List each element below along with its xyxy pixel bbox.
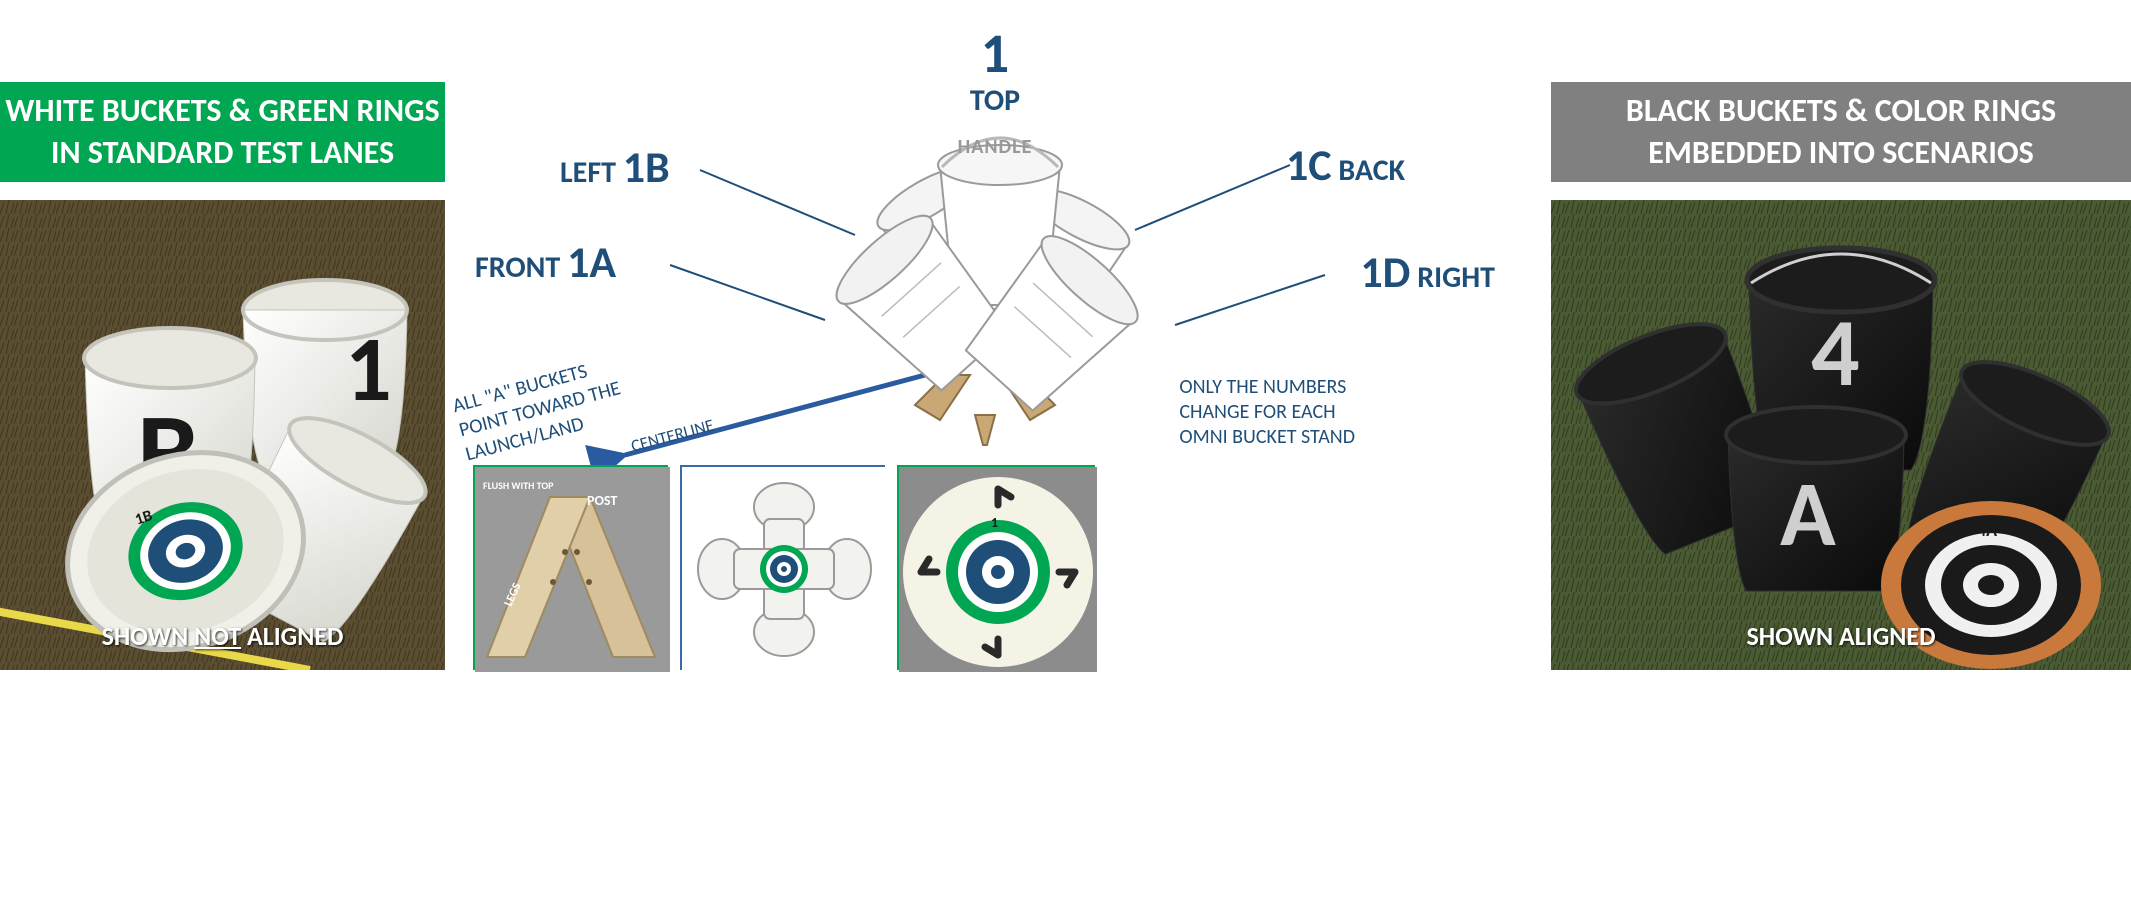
label-flush: FLUSH WITH TOP xyxy=(483,479,554,492)
thumb-ring-num: 1 xyxy=(991,514,998,531)
label-4: 4 xyxy=(1811,294,1860,411)
ring-text-4a: 4A xyxy=(1977,519,1997,541)
right-banner-line2: EMBEDDED INTO SCENARIOS xyxy=(1551,132,2131,174)
label-handle: HANDLE xyxy=(958,135,1033,159)
left-banner-line2: IN STANDARD TEST LANES xyxy=(0,132,445,174)
thumb-ring: 1 xyxy=(897,465,1095,670)
thumb-stand: POST FLUSH WITH TOP LEGS xyxy=(473,465,668,670)
note-right: ONLY THE NUMBERS CHANGE FOR EACH OMNI BU… xyxy=(1179,375,1355,450)
label-1: 1 xyxy=(345,312,392,425)
right-caption: SHOWN ALIGNED xyxy=(1551,620,2131,652)
left-photo: 1 B 1B SHOWN NOT ALIGNED xyxy=(0,200,445,670)
left-banner: WHITE BUCKETS & GREEN RINGS IN STANDARD … xyxy=(0,82,445,182)
right-photo: 4 A 4A SHOWN ALIGNED xyxy=(1551,200,2131,670)
right-banner-line1: BLACK BUCKETS & COLOR RINGS xyxy=(1551,90,2131,132)
left-banner-line1: WHITE BUCKETS & GREEN RINGS xyxy=(0,90,445,132)
label-post: POST xyxy=(587,492,617,509)
label-A: A xyxy=(1780,457,1836,570)
left-caption: SHOWN NOT ALIGNED xyxy=(0,620,445,652)
thumb-topview xyxy=(680,465,885,670)
right-banner: BLACK BUCKETS & COLOR RINGS EMBEDDED INT… xyxy=(1551,82,2131,182)
